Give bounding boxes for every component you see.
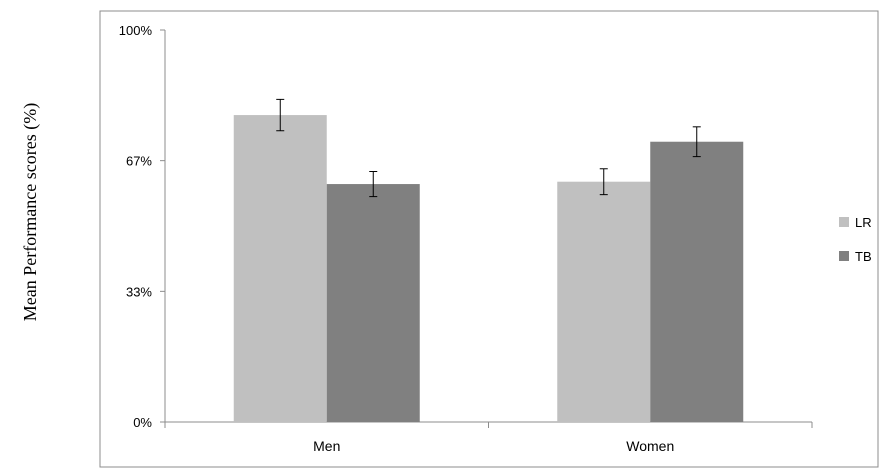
chart-frame: [99, 10, 879, 468]
y-tick-label: 0%: [133, 415, 152, 430]
y-tick-labels: 0% 33% 67% 100%: [119, 23, 153, 430]
legend-label-tb: TB: [855, 249, 872, 264]
y-axis-label-group: Mean Performance scores (%): [20, 103, 41, 321]
legend-label-lr: LR: [855, 215, 872, 230]
y-tick-label: 33%: [126, 284, 152, 299]
legend-swatch-tb: [839, 251, 849, 261]
y-axis-label: Mean Performance scores (%): [20, 103, 41, 321]
bar-lr-women: [557, 181, 651, 422]
x-tick-labels: Men Women: [313, 438, 674, 454]
bars: [233, 115, 744, 423]
x-tick-label: Women: [626, 438, 674, 454]
bar-lr-men: [233, 115, 327, 423]
error-bars: [276, 98, 701, 198]
y-tick-label: 67%: [126, 154, 152, 169]
bar-tb-men: [326, 184, 420, 422]
x-tick-label: Men: [313, 438, 340, 454]
y-tick-label: 100%: [119, 23, 153, 38]
bar-tb-women: [650, 141, 744, 422]
legend: LR TB: [839, 215, 872, 264]
legend-swatch-lr: [839, 217, 849, 227]
